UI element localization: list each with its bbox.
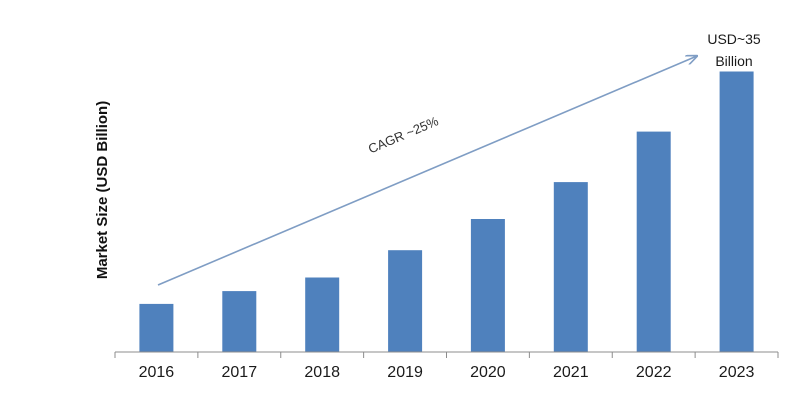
- end-value-annotation-line1: USD~35: [707, 31, 761, 47]
- x-tick-label-2021: 2021: [553, 364, 589, 381]
- bars-group: [139, 71, 754, 352]
- end-value-annotation-line2: Billion: [715, 53, 752, 69]
- bar-2020: [470, 219, 505, 352]
- x-tick-label-2020: 2020: [470, 364, 506, 381]
- bar-2018: [305, 277, 340, 352]
- y-axis-label: Market Size (USD Billion): [94, 101, 111, 279]
- x-tick-label-2019: 2019: [387, 364, 423, 381]
- x-tick-label-2022: 2022: [636, 364, 672, 381]
- bar-2021: [553, 182, 588, 352]
- x-tick-label-2017: 2017: [222, 364, 258, 381]
- cagr-arrow: [157, 56, 697, 286]
- x-tick-label-2023: 2023: [719, 364, 755, 381]
- bar-2017: [222, 291, 257, 352]
- x-tick-label-2016: 2016: [139, 364, 175, 381]
- bar-2016: [139, 303, 174, 352]
- bar-2022: [636, 131, 671, 352]
- x-axis-tick-labels: 2016 2017 2018 2019 2020 2021 2022 2023: [139, 364, 755, 381]
- bar-2023: [719, 71, 754, 352]
- cagr-annotation: CAGR ~25%: [366, 113, 441, 156]
- x-tick-label-2018: 2018: [304, 364, 340, 381]
- bar-2019: [388, 250, 423, 352]
- x-axis-ticks: [114, 352, 779, 358]
